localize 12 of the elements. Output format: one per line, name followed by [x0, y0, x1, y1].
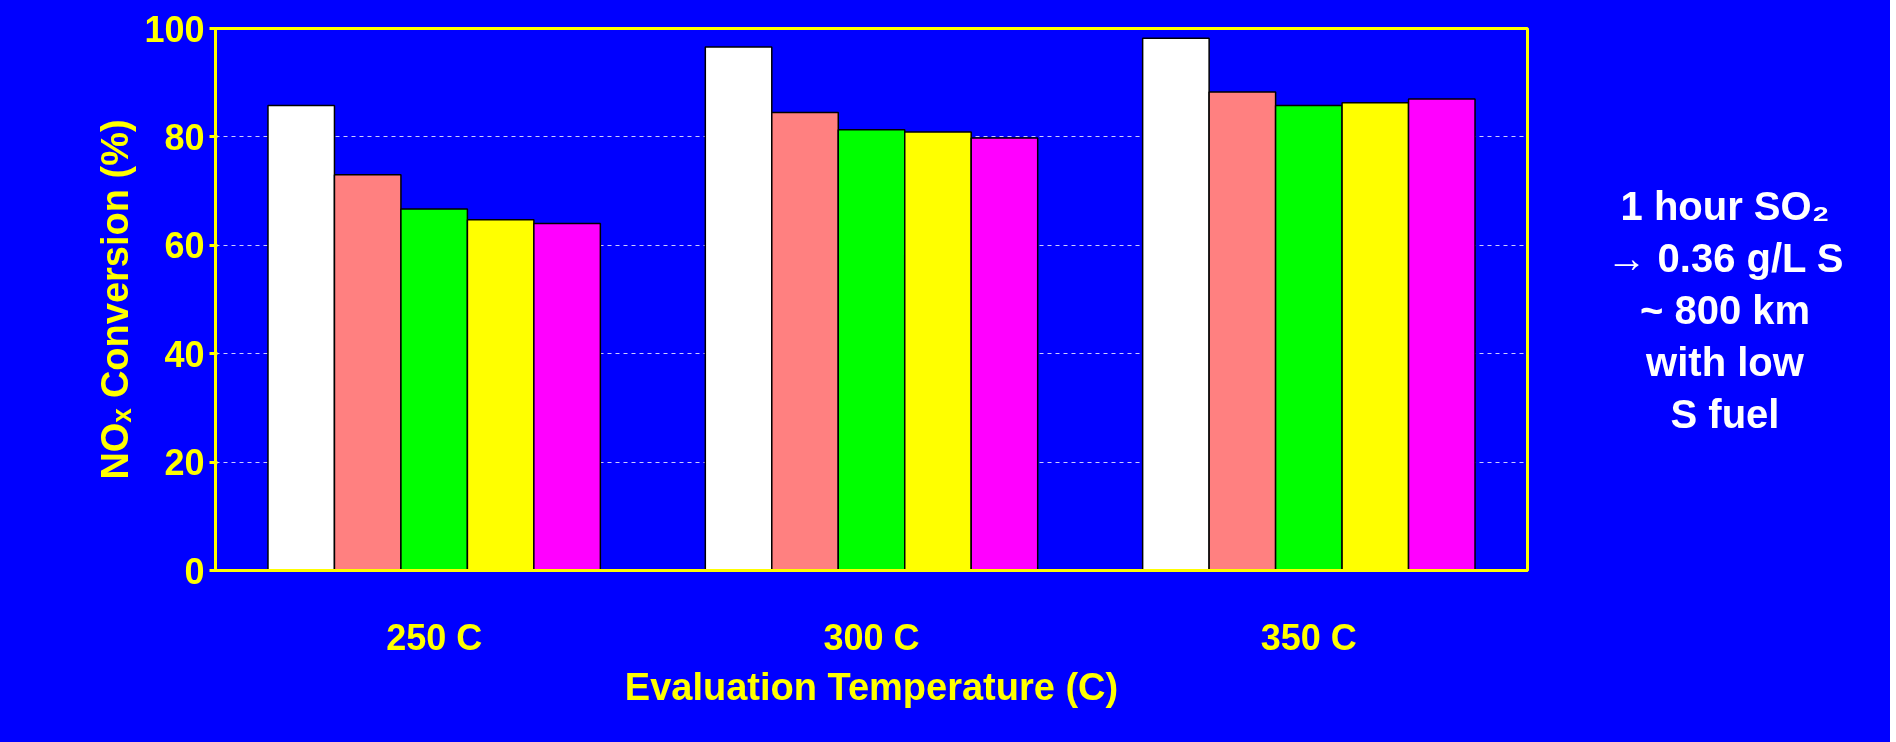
y-tick-label: 20	[164, 442, 205, 484]
x-axis-title: Evaluation Temperature (C)	[624, 665, 1119, 708]
x-tick-label: 300 C	[823, 616, 920, 658]
y-tick-label: 40	[164, 333, 205, 375]
text: 1 hour SO₂ → 0.36 g/L S ~ 800 km with low S fuel	[1606, 183, 1844, 438]
x-tick-label: 350 C	[1260, 616, 1357, 658]
y-tick-label: 80	[164, 116, 205, 158]
y-tick-label: 60	[164, 225, 205, 267]
y-axis-title: NOₓ Conversion (%)	[94, 119, 137, 480]
y-tick-label: 100	[144, 8, 205, 50]
y-tick-label: 0	[184, 550, 205, 592]
x-tick-label: 250 C	[386, 616, 483, 658]
